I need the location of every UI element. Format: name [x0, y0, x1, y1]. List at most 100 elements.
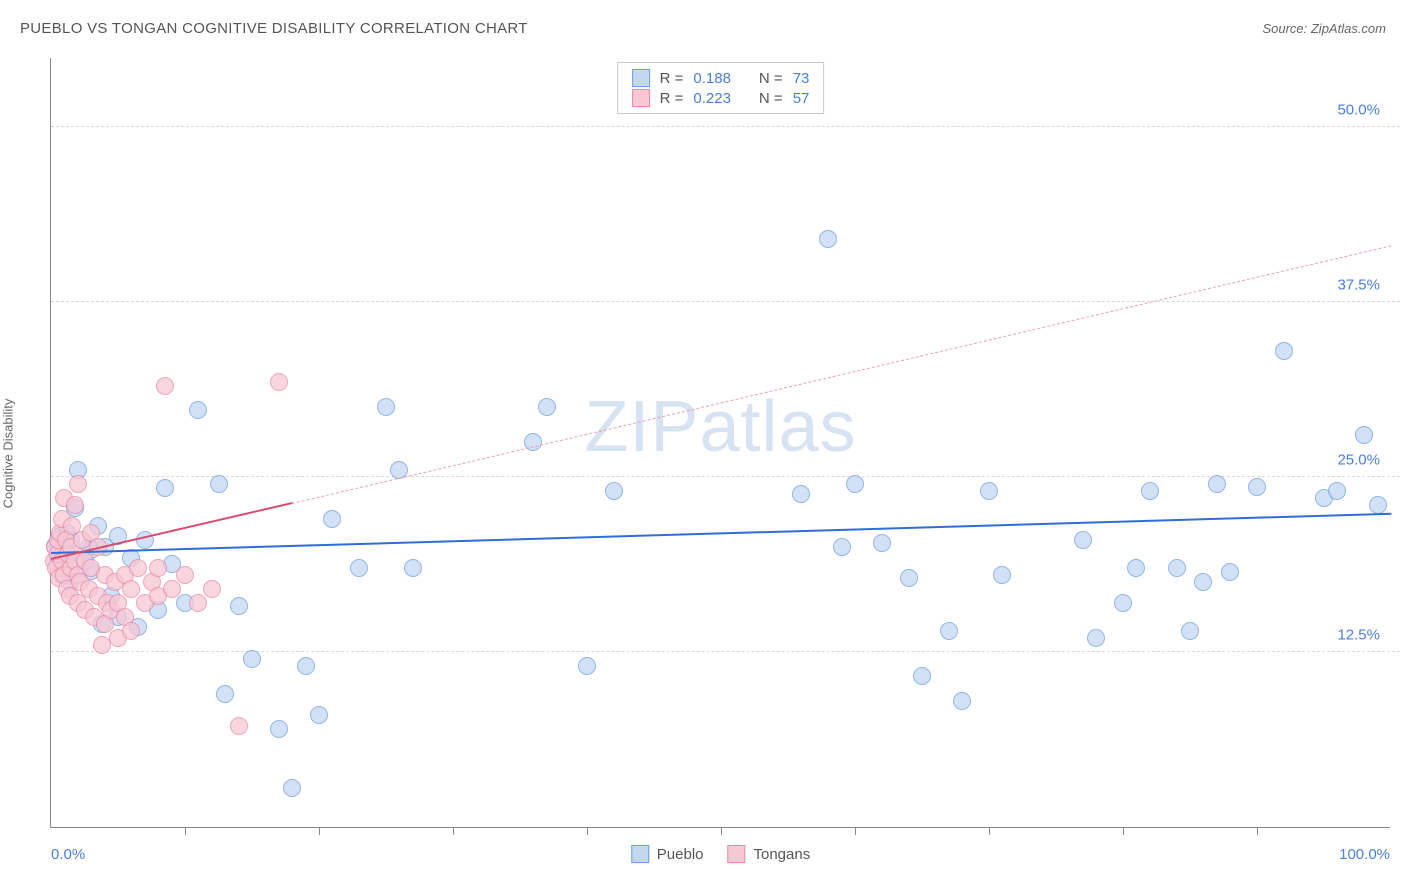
watermark: ZIPatlas: [584, 386, 856, 468]
trend-line: [292, 245, 1391, 504]
data-point: [953, 692, 971, 710]
source-prefix: Source:: [1262, 21, 1310, 36]
data-point: [210, 475, 228, 493]
watermark-bold: ZIP: [584, 387, 699, 467]
x-tick: [453, 827, 454, 835]
x-tick: [587, 827, 588, 835]
x-tick: [721, 827, 722, 835]
gridline: [51, 126, 1400, 127]
data-point: [122, 580, 140, 598]
legend-series: Pueblo Tongans: [631, 845, 810, 863]
data-point: [1168, 559, 1186, 577]
r-value: 0.223: [693, 90, 731, 107]
data-point: [1194, 573, 1212, 591]
data-point: [203, 580, 221, 598]
data-point: [230, 597, 248, 615]
legend-swatch: [632, 89, 650, 107]
data-point: [404, 559, 422, 577]
n-value: 57: [793, 90, 810, 107]
data-point: [122, 622, 140, 640]
legend-series-label: Pueblo: [657, 846, 704, 863]
legend-stats-row: R = 0.188 N = 73: [632, 68, 810, 88]
n-value: 73: [793, 70, 810, 87]
data-point: [1087, 629, 1105, 647]
data-point: [1355, 426, 1373, 444]
data-point: [993, 566, 1011, 584]
r-value: 0.188: [693, 70, 731, 87]
watermark-thin: atlas: [699, 387, 856, 467]
data-point: [310, 706, 328, 724]
data-point: [149, 559, 167, 577]
data-point: [1074, 531, 1092, 549]
data-point: [189, 594, 207, 612]
data-point: [1275, 342, 1293, 360]
data-point: [270, 373, 288, 391]
legend-swatch: [632, 69, 650, 87]
x-tick: [855, 827, 856, 835]
data-point: [792, 485, 810, 503]
legend-stats-row: R = 0.223 N = 57: [632, 88, 810, 108]
data-point: [230, 717, 248, 735]
data-point: [980, 482, 998, 500]
data-point: [1369, 496, 1387, 514]
data-point: [900, 569, 918, 587]
data-point: [323, 510, 341, 528]
r-label: R =: [660, 90, 684, 107]
data-point: [156, 479, 174, 497]
data-point: [216, 685, 234, 703]
data-point: [819, 230, 837, 248]
data-point: [243, 650, 261, 668]
data-point: [1141, 482, 1159, 500]
x-tick: [1123, 827, 1124, 835]
data-point: [1181, 622, 1199, 640]
data-point: [176, 566, 194, 584]
legend-swatch: [728, 845, 746, 863]
chart-header: PUEBLO VS TONGAN COGNITIVE DISABILITY CO…: [20, 20, 1386, 37]
data-point: [1248, 478, 1266, 496]
data-point: [846, 475, 864, 493]
data-point: [1328, 482, 1346, 500]
trend-line: [51, 513, 1391, 554]
y-tick-label: 25.0%: [1337, 452, 1380, 469]
data-point: [189, 401, 207, 419]
x-tick: [1257, 827, 1258, 835]
data-point: [270, 720, 288, 738]
x-tick: [185, 827, 186, 835]
data-point: [1221, 563, 1239, 581]
data-point: [129, 559, 147, 577]
legend-series-label: Tongans: [754, 846, 811, 863]
data-point: [913, 667, 931, 685]
chart-source: Source: ZipAtlas.com: [1262, 21, 1386, 36]
data-point: [377, 398, 395, 416]
data-point: [578, 657, 596, 675]
source-name: ZipAtlas.com: [1311, 21, 1386, 36]
legend-series-item: Pueblo: [631, 845, 704, 863]
data-point: [538, 398, 556, 416]
y-axis-label: Cognitive Disability: [1, 399, 16, 509]
y-tick-label: 50.0%: [1337, 102, 1380, 119]
data-point: [163, 580, 181, 598]
scatter-chart: ZIPatlas R =0.188N =73R =0.223N =57 Pueb…: [50, 58, 1390, 828]
data-point: [873, 534, 891, 552]
data-point: [156, 377, 174, 395]
legend-series-item: Tongans: [728, 845, 811, 863]
data-point: [940, 622, 958, 640]
x-axis-min-label: 0.0%: [51, 846, 85, 863]
data-point: [283, 779, 301, 797]
data-point: [297, 657, 315, 675]
legend-stats: R = 0.188 N = 73 R = 0.223 N = 57: [617, 62, 825, 114]
n-label: N =: [759, 90, 783, 107]
x-tick: [989, 827, 990, 835]
data-point: [833, 538, 851, 556]
chart-title: PUEBLO VS TONGAN COGNITIVE DISABILITY CO…: [20, 20, 528, 37]
legend-swatch: [631, 845, 649, 863]
data-point: [605, 482, 623, 500]
x-tick: [319, 827, 320, 835]
data-point: [66, 496, 84, 514]
x-axis-max-label: 100.0%: [1339, 846, 1390, 863]
gridline: [51, 476, 1400, 477]
data-point: [1114, 594, 1132, 612]
data-point: [350, 559, 368, 577]
r-label: R =: [660, 70, 684, 87]
n-label: N =: [759, 70, 783, 87]
